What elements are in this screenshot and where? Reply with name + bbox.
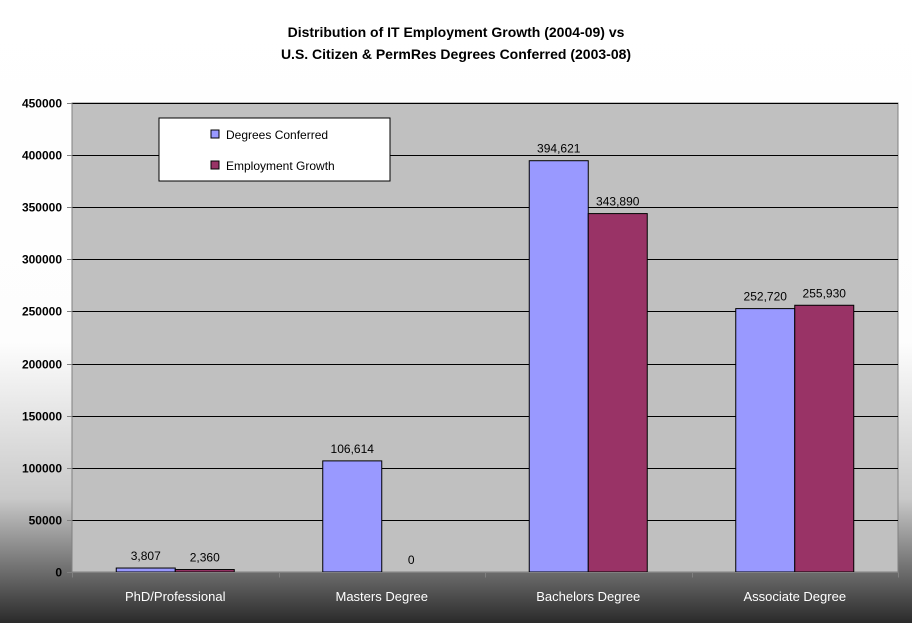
bar-employment-growth-bachelors-degree: [587, 213, 648, 573]
y-tick-label: 450000: [22, 97, 62, 111]
data-label: 394,621: [537, 142, 581, 156]
y-tick-label: 50000: [29, 514, 63, 528]
data-labels: 3,807 2,360 106,614 0 394,621 343,890 252,720 2…: [131, 142, 847, 567]
x-tick-label: Masters Degree: [336, 589, 428, 604]
y-tick-label: 400000: [22, 149, 62, 163]
legend: Degrees Conferred Employment Growth: [158, 117, 391, 182]
bar-employment-growth-phd-professional: [174, 569, 235, 573]
legend-label-degrees-conferred: Degrees Conferred: [226, 128, 328, 142]
bar-degrees-conferred-masters-degree: [322, 460, 383, 573]
data-label: 3,807: [131, 549, 161, 563]
data-label: 2,360: [190, 551, 220, 565]
y-tick-label: 350000: [22, 201, 62, 215]
y-tick-label: 200000: [22, 358, 62, 372]
data-label: 106,614: [331, 442, 375, 456]
bar-employment-growth-associate-degree: [794, 304, 855, 573]
data-label: 255,930: [803, 286, 847, 300]
y-tick-label: 250000: [22, 305, 62, 319]
x-tick-label: Associate Degree: [743, 589, 846, 604]
bar-degrees-conferred-phd-professional: [115, 567, 176, 573]
x-tick-label: PhD/Professional: [125, 589, 226, 604]
bar-degrees-conferred-bachelors-degree: [528, 160, 589, 573]
x-axis: PhD/Professional Masters Degree Bachelors …: [72, 572, 899, 604]
y-tick-label: 150000: [22, 410, 62, 424]
legend-box: [158, 117, 391, 182]
data-label: 252,720: [744, 290, 788, 304]
y-tick-label: 100000: [22, 462, 62, 476]
y-axis: 0 50000 100000 150000 200000 250000 300000 3500…: [22, 97, 73, 580]
legend-swatch-degrees-conferred: [210, 129, 220, 139]
y-tick-label: 0: [55, 566, 62, 580]
data-label: 0: [408, 553, 415, 567]
y-tick-label: 300000: [22, 253, 62, 267]
chart-title-line-2: U.S. Citizen & PermRes Degrees Conferred…: [281, 46, 631, 62]
bars: [115, 160, 855, 573]
data-label: 343,890: [596, 195, 640, 209]
chart-title-line-1: Distribution of IT Employment Growth (20…: [288, 24, 625, 40]
legend-swatch-employment-growth: [210, 160, 220, 170]
legend-label-employment-growth: Employment Growth: [226, 159, 335, 173]
bar-degrees-conferred-associate-degree: [735, 308, 796, 573]
x-tick-label: Bachelors Degree: [536, 589, 640, 604]
